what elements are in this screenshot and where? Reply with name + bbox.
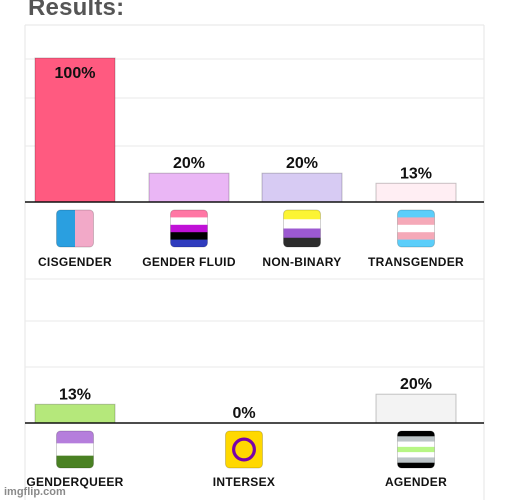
cisgender-flag-icon [56,209,94,248]
agender-flag-icon [397,430,435,469]
value-label: 20% [173,155,205,172]
chart-top: 100% CISGENDER 20% GENDER FLUID 20% NON-BINAR… [25,57,484,269]
bar-agender [375,393,457,424]
category-label: INTERSEX [213,475,275,489]
genderfluid-flag-icon [170,209,208,248]
value-label: 20% [400,376,432,393]
category-label: GENDERQUEER [26,475,123,489]
watermark: imgflip.com [4,486,66,498]
value-label: 0% [232,405,255,422]
bar-cisgender [34,57,116,203]
page-title: Results: [28,0,125,21]
category-label: NON-BINARY [262,255,341,269]
bar-non-binary [261,172,343,203]
chart-bottom: 13% GENDERQUEER 0% INTERSEX 20% AGENDER [25,278,484,489]
intersex-flag-icon [225,430,263,469]
value-label: 13% [59,386,91,403]
category-label: AGENDER [385,475,447,489]
genderqueer-flag-icon [56,430,94,469]
transgender-flag-icon [397,209,435,248]
value-label: 20% [286,155,318,172]
value-label: 100% [55,65,96,82]
nonbinary-flag-icon [283,209,321,248]
category-label: TRANSGENDER [368,255,464,269]
bar-genderqueer [34,403,116,424]
bar-transgender [375,182,457,203]
category-label: GENDER FLUID [142,255,236,269]
category-label: CISGENDER [38,255,112,269]
bar-gender-fluid [148,172,230,203]
value-label: 13% [400,165,432,182]
